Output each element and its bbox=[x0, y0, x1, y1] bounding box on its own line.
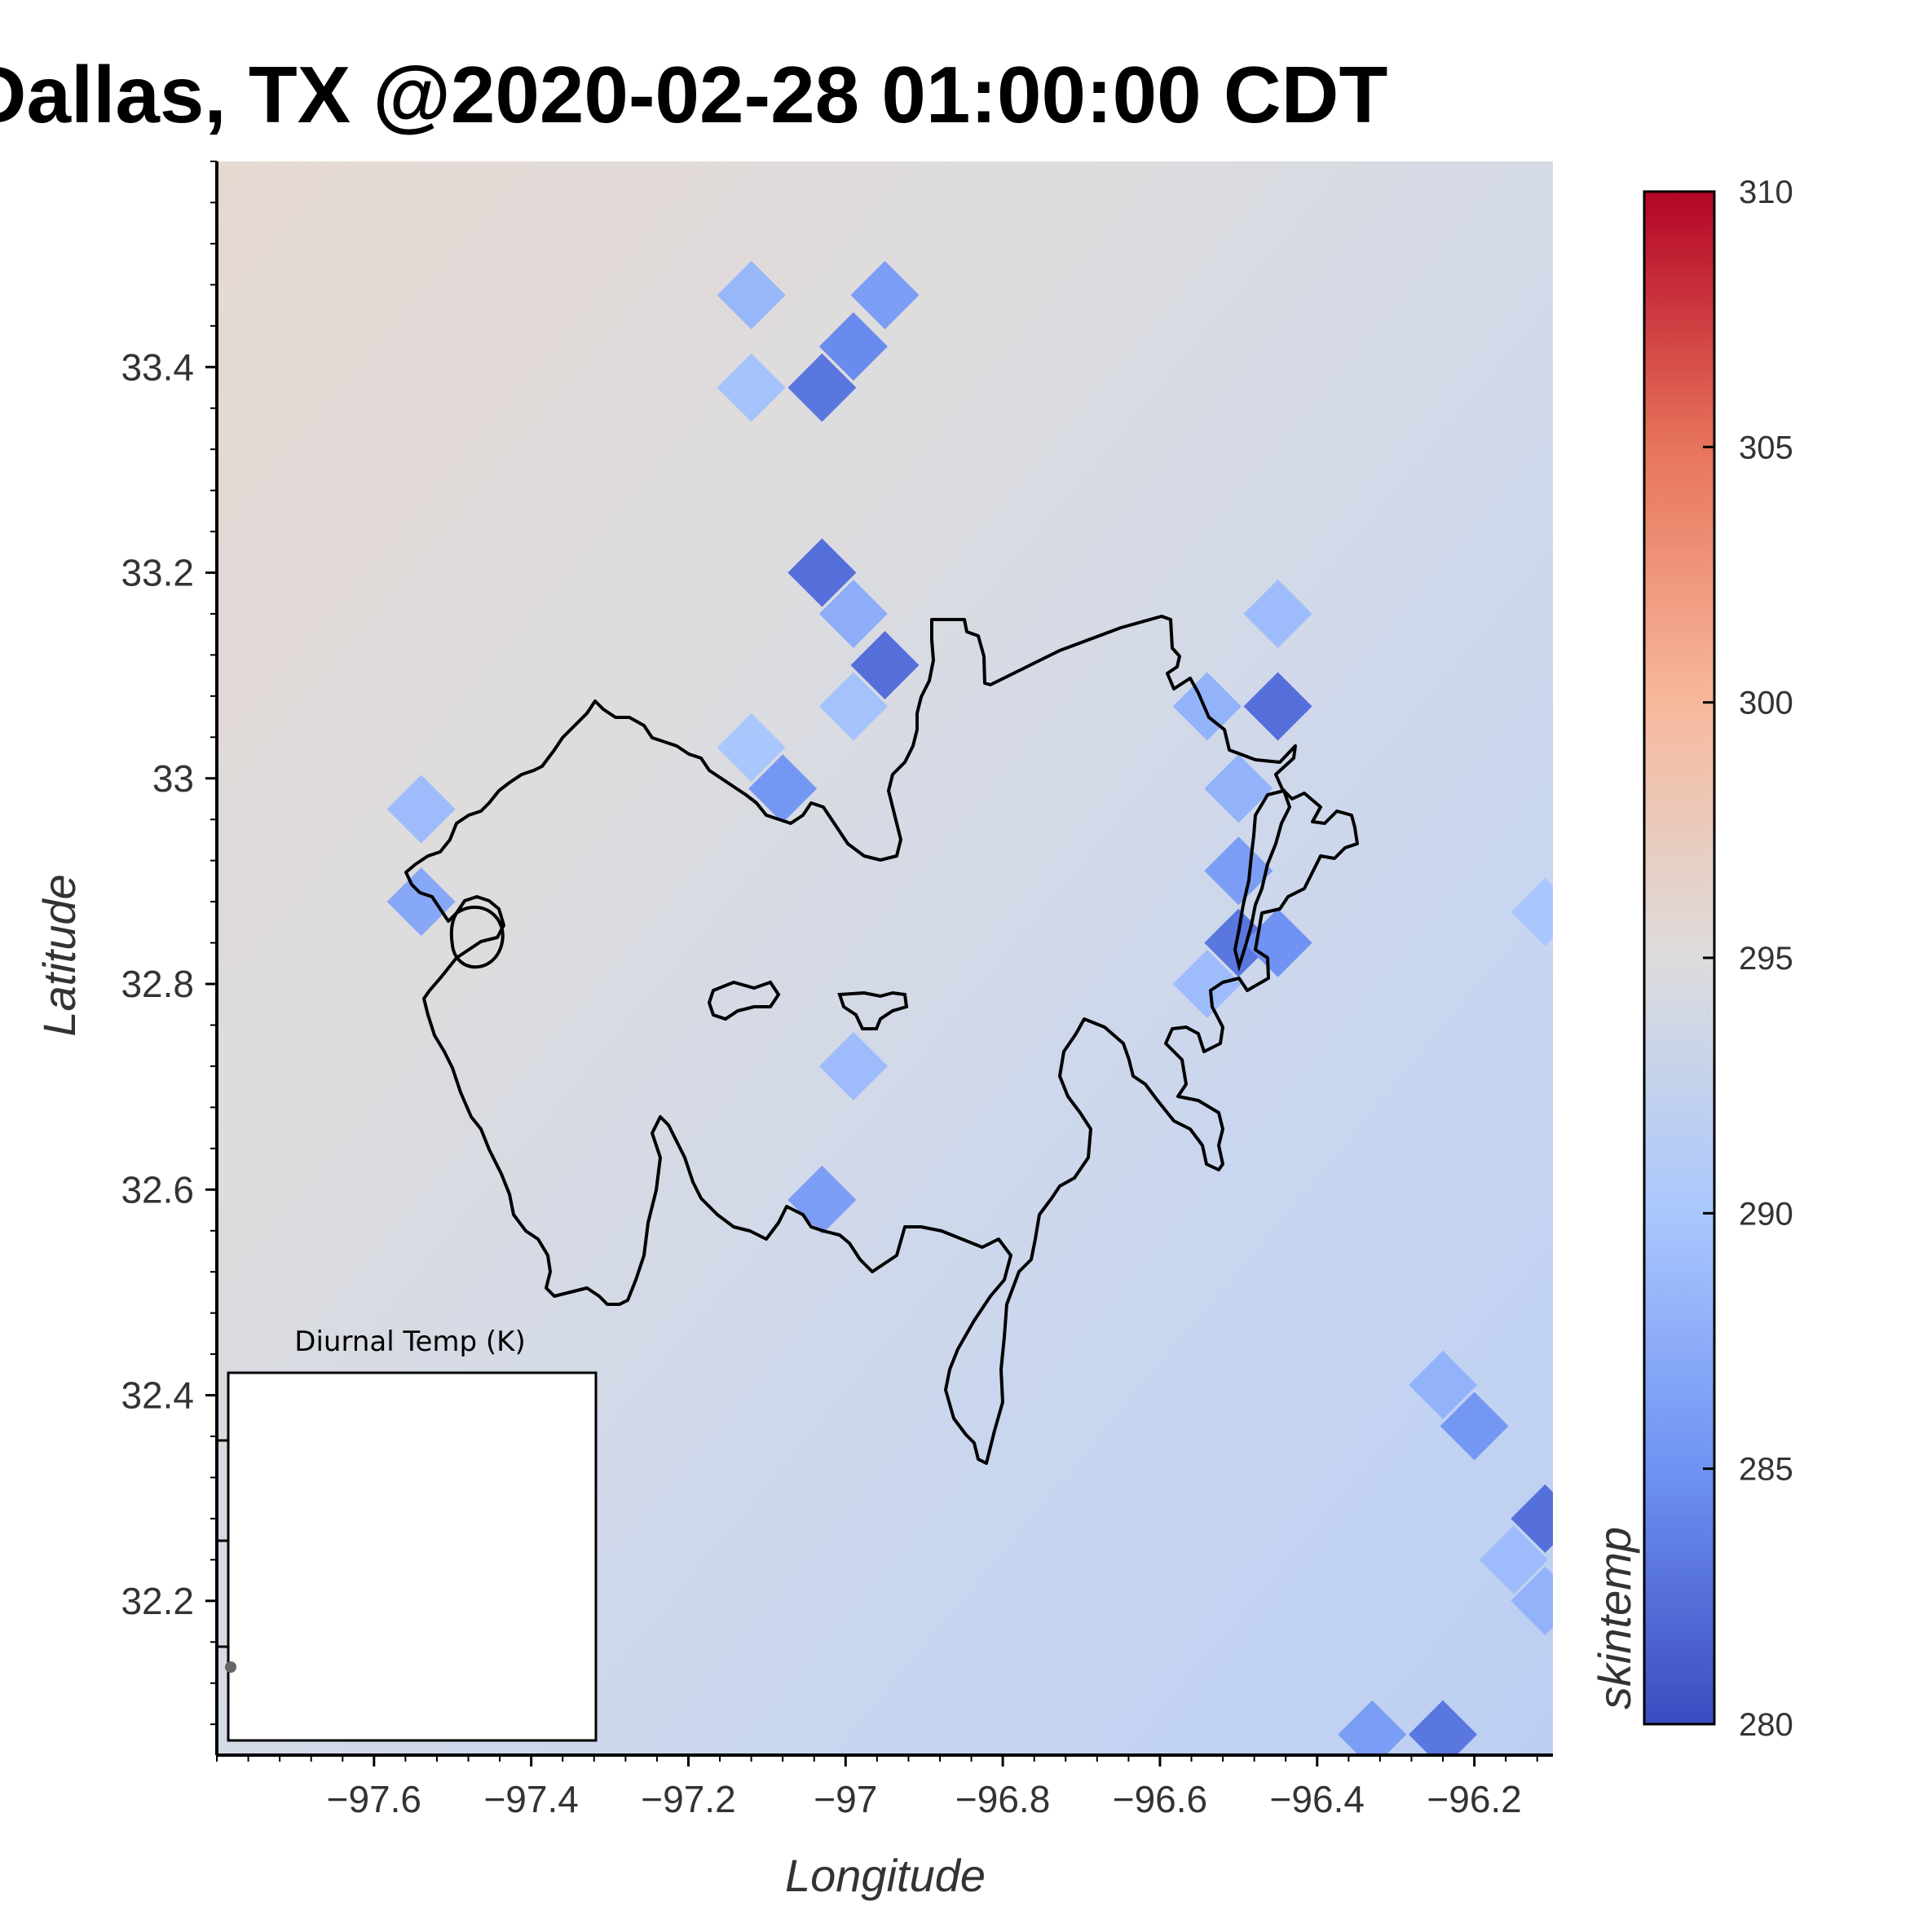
y-tick-label: 33.2 bbox=[121, 552, 194, 594]
heatmap-cell bbox=[1204, 836, 1273, 906]
colorbar: 280 285 290 295 300 305 310 skintemp bbox=[1589, 174, 1793, 1743]
colorbar-bar bbox=[1643, 190, 1716, 1726]
heatmap-cell bbox=[717, 712, 786, 782]
x-tick-label: −96.6 bbox=[1113, 1778, 1207, 1820]
heatmap-cell bbox=[1440, 1392, 1509, 1461]
heatmap-cell bbox=[748, 754, 818, 823]
heatmap-cell bbox=[1409, 1700, 1478, 1755]
heatmap-cell bbox=[818, 1031, 888, 1101]
y-tick-label: 32.6 bbox=[121, 1168, 194, 1211]
y-tick-label: 33.4 bbox=[121, 346, 194, 388]
heatmap-cell bbox=[386, 774, 456, 844]
inset-data-point bbox=[225, 1661, 236, 1673]
river-outline-east bbox=[1233, 788, 1292, 973]
heatmap-cell bbox=[787, 353, 857, 422]
heatmap-cell bbox=[818, 579, 888, 648]
heatmap-cell bbox=[1511, 877, 1553, 946]
heatmap-cell bbox=[818, 312, 888, 382]
city-boundary-outline bbox=[404, 615, 1359, 1465]
x-tick-label: −97.4 bbox=[483, 1778, 578, 1820]
colorbar-tick-label: 305 bbox=[1739, 430, 1793, 465]
diurnal-temp-inset[interactable]: Diurnal Temp (K) bbox=[217, 1325, 598, 1742]
heatmap-cell bbox=[386, 867, 456, 937]
y-axis: 32.2 32.4 32.6 32.8 33 33.2 33.4 bbox=[121, 161, 217, 1726]
colorbar-tick-label: 300 bbox=[1739, 686, 1793, 721]
heatmap-cell bbox=[787, 538, 857, 607]
heatmap-cells bbox=[386, 260, 1553, 1755]
page-title: Dallas, TX @2020-02-28 01:00:00 CDT bbox=[0, 50, 1387, 139]
heatmap-cell bbox=[1204, 754, 1273, 823]
colorbar-tick-label: 295 bbox=[1739, 941, 1793, 977]
y-tick-label: 32.2 bbox=[121, 1580, 194, 1622]
y-tick-label: 32.8 bbox=[121, 963, 194, 1005]
inset-panel bbox=[227, 1371, 598, 1742]
colorbar-tick-label: 285 bbox=[1739, 1452, 1793, 1488]
heatmap-cell bbox=[1479, 1525, 1548, 1595]
inset-title: Diurnal Temp (K) bbox=[294, 1325, 525, 1358]
heatmap-cell bbox=[717, 353, 786, 422]
heatmap-cell bbox=[818, 672, 888, 741]
heatmap-cell bbox=[1204, 908, 1273, 977]
heatmap-cell bbox=[1172, 672, 1242, 741]
colorbar-tick-label: 280 bbox=[1739, 1707, 1793, 1743]
heatmap-cell bbox=[850, 260, 920, 329]
heatmap-cell bbox=[717, 260, 786, 329]
colorbar-ticks: 280 285 290 295 300 305 310 bbox=[1703, 174, 1793, 1743]
colorbar-label: skintemp bbox=[1589, 1527, 1640, 1709]
y-tick-label: 32.4 bbox=[121, 1374, 194, 1417]
heatmap-cell bbox=[1243, 579, 1312, 648]
y-axis-label: Latitude bbox=[33, 874, 85, 1036]
lake-outline-2 bbox=[837, 990, 909, 1030]
lake-outline-3 bbox=[449, 905, 505, 969]
colorbar-tick-label: 290 bbox=[1739, 1196, 1793, 1232]
heatmap-cell bbox=[1243, 672, 1312, 741]
colorbar-tick-label: 310 bbox=[1739, 174, 1793, 210]
x-tick-label: −97 bbox=[814, 1778, 877, 1820]
heatmap-cell bbox=[1338, 1700, 1407, 1755]
heatmap-cell bbox=[1172, 950, 1242, 1019]
x-tick-label: −97.6 bbox=[327, 1778, 421, 1820]
x-tick-label: −96.8 bbox=[955, 1778, 1050, 1820]
heatmap-cell bbox=[1511, 1484, 1553, 1553]
y-tick-label: 33 bbox=[152, 757, 194, 800]
x-tick-label: −97.2 bbox=[641, 1778, 735, 1820]
heatmap-cell bbox=[850, 631, 920, 700]
x-axis-label: Longitude bbox=[785, 1850, 986, 1901]
heatmap-cell bbox=[1511, 1566, 1553, 1635]
heatmap-cell bbox=[1409, 1350, 1478, 1419]
x-tick-label: −96.2 bbox=[1427, 1778, 1521, 1820]
lake-outline-1 bbox=[707, 980, 781, 1021]
x-axis: −97.6 −97.4 −97.2 −97 −96.8 −96.6 −96.4 −96.2 bbox=[216, 1755, 1538, 1820]
x-tick-label: −96.4 bbox=[1270, 1778, 1365, 1820]
